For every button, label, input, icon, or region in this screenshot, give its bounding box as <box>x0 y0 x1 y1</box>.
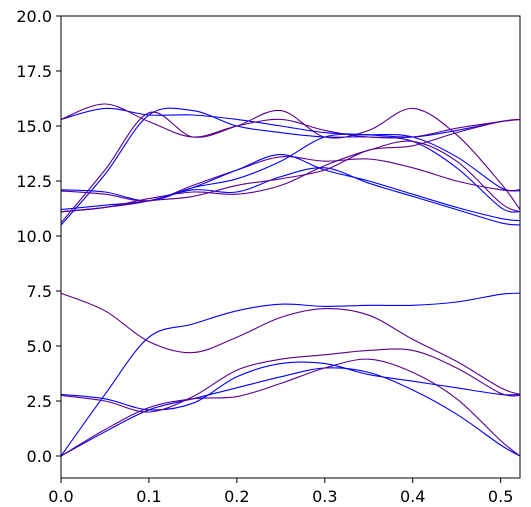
y-tick-label: 5.0 <box>27 337 52 356</box>
band-line-6 <box>60 292 521 395</box>
y-tick-label: 0.0 <box>27 447 52 466</box>
y-tick-label: 2.5 <box>27 392 52 411</box>
x-tick-label: 0.2 <box>224 487 249 506</box>
band-line-2 <box>60 358 521 457</box>
band-line-4 <box>60 348 521 413</box>
x-tick-label: 0.3 <box>312 487 337 506</box>
band-line-1 <box>60 367 521 457</box>
x-tick-label: 0.0 <box>48 487 73 506</box>
band-line-11 <box>60 133 521 202</box>
x-tick-label: 0.5 <box>488 487 513 506</box>
x-axis-ticks: 0.0 0.1 0.2 0.3 0.4 0.5 <box>48 478 513 506</box>
y-tick-label: 17.5 <box>16 62 52 81</box>
y-tick-label: 15.0 <box>16 117 52 136</box>
series-lines <box>60 103 521 457</box>
y-tick-label: 10.0 <box>16 227 52 246</box>
y-axis-ticks: 0.0 2.5 5.0 7.5 10.0 12.5 15.0 17.5 20.0 <box>16 7 61 466</box>
y-tick-label: 12.5 <box>16 172 52 191</box>
x-tick-label: 0.1 <box>136 487 161 506</box>
band-line-9 <box>60 107 521 138</box>
y-tick-label: 7.5 <box>27 282 52 301</box>
band-line-7 <box>60 107 521 226</box>
band-line-10 <box>60 103 521 139</box>
band-line-13 <box>60 167 521 226</box>
y-tick-label: 20.0 <box>16 7 52 26</box>
band-line-14 <box>60 140 521 213</box>
x-tick-label: 0.4 <box>400 487 425 506</box>
band-line-15 <box>60 154 521 222</box>
band-line-16 <box>60 118 521 213</box>
band-line-8 <box>60 107 521 224</box>
plot-frame <box>60 15 521 479</box>
band-line-3 <box>60 361 521 411</box>
band-line-5 <box>60 292 521 457</box>
